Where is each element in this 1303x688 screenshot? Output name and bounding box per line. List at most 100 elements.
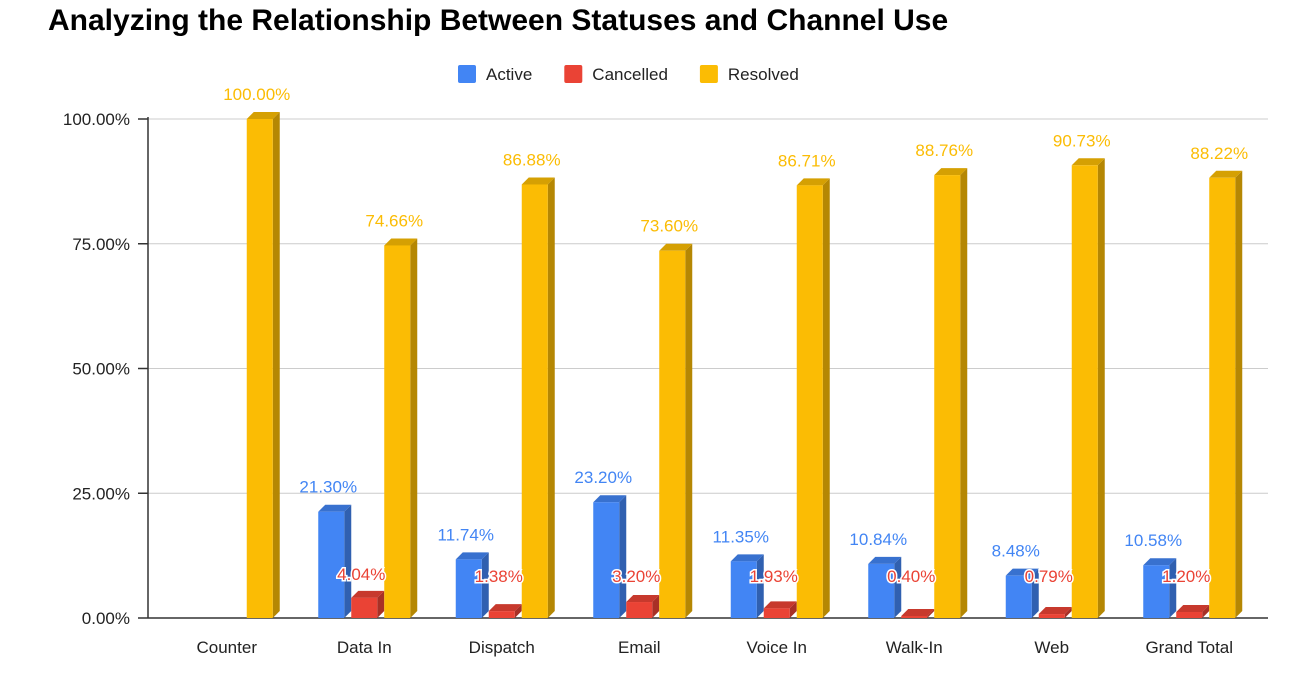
legend-swatch [458,65,476,83]
bar-front [934,175,961,619]
bar-side [789,601,797,618]
bar-cancelled-data-in [351,590,385,618]
y-tick-label: 25.00% [72,484,130,503]
data-label-active: 8.48% [992,542,1040,561]
bars [246,112,1243,619]
bar-front [1176,612,1203,618]
legend-label: Resolved [728,65,799,84]
bar-front [1143,565,1170,618]
bar-front [488,611,515,618]
y-tick-label: 50.00% [72,360,130,379]
data-label-cancelled: 1.20% [1162,567,1210,586]
bar-front [1209,177,1236,618]
bar-top [1005,568,1039,576]
bar-front [1038,614,1065,618]
bar-resolved-counter [246,112,280,618]
chart-title: Analyzing the Relationship Between Statu… [48,4,949,37]
bar-side [514,604,522,618]
bar-active-data-in [318,504,352,618]
y-tick-label: 75.00% [72,235,130,254]
bar-side [1031,568,1039,618]
bar-front [730,561,757,618]
bar-front [593,502,620,618]
bar-side [410,238,418,618]
bar-top [730,554,764,562]
bar-cancelled-dispatch [488,604,522,618]
data-label-resolved: 74.66% [365,211,423,230]
bar-cancelled-web [1038,607,1072,618]
bar-front [796,185,823,619]
bar-cancelled-voice-in [763,601,797,618]
bar-front [901,616,928,618]
bar-active-grand-total [1143,558,1177,618]
bar-front [351,597,378,618]
bar-top [796,178,830,186]
data-label-active: 10.84% [849,530,907,549]
data-label-resolved: 86.71% [778,151,836,170]
bar-top [901,609,935,617]
data-label-cancelled: 1.93% [750,567,798,586]
bar-top [1143,558,1177,566]
bar-front [521,184,548,618]
bar-side [1064,607,1072,618]
bar-top [318,504,352,512]
bar-front [455,559,482,618]
data-label-active: 11.35% [713,527,769,546]
bar-top [659,243,693,251]
bar-top [1176,605,1210,613]
y-tick-label: 0.00% [82,609,130,628]
bar-top [626,595,660,603]
data-label-active: 10.58% [1124,531,1182,550]
x-tick-label: Data In [337,638,392,657]
bar-front [659,250,686,618]
bar-active-email [593,495,627,618]
bar-front [868,563,895,618]
bar-resolved-web [1071,158,1105,618]
bar-top [1071,158,1105,166]
x-tick-label: Grand Total [1145,638,1233,657]
bar-top [763,601,797,609]
bar-side [547,177,555,618]
bar-top [455,552,489,560]
bar-side [894,556,902,618]
bar-side [960,168,968,619]
bar-active-walk-in [868,556,902,618]
bar-side [685,243,693,618]
bar-front [384,245,411,618]
bar-side [1097,158,1105,618]
bar-side [1202,605,1210,618]
bar-top [384,238,418,246]
bar-active-voice-in [730,554,764,618]
bar-top [488,604,522,612]
data-label-cancelled: 4.04% [337,565,385,584]
bar-resolved-dispatch [521,177,555,618]
bar-resolved-email [659,243,693,618]
data-labels: 100.00% 21.30% 4.04% 74.66% 11.74% 1.38% 86.88… [223,85,1248,588]
legend-swatch [564,65,583,83]
bar-side [652,595,660,618]
legend-item-resolved: Resolved [699,65,799,84]
data-label-cancelled: 0.79% [1025,567,1073,586]
bar-front [246,119,273,618]
data-label-active: 23.20% [574,468,632,487]
bar-resolved-data-in [384,238,418,618]
bar-side [619,495,627,618]
bar-resolved-walk-in [934,168,968,619]
bar-cancelled-email [626,595,660,618]
data-label-resolved: 90.73% [1053,131,1111,150]
bar-cancelled-grand-total [1176,605,1210,618]
bar-top [351,590,385,598]
data-label-resolved: 100.00% [223,85,290,104]
bar-front [1071,165,1098,618]
bar-front [1005,575,1032,618]
bar-side [1169,558,1177,618]
x-tick-label: Walk-In [886,638,943,657]
data-label-active: 11.74% [438,525,494,544]
x-tick-label: Voice In [747,638,808,657]
bar-top [246,112,280,119]
x-tick-label: Dispatch [469,638,535,657]
data-label-active: 21.30% [299,478,357,497]
legend-label: Active [486,65,532,84]
y-tick-label: 100.00% [63,110,130,129]
